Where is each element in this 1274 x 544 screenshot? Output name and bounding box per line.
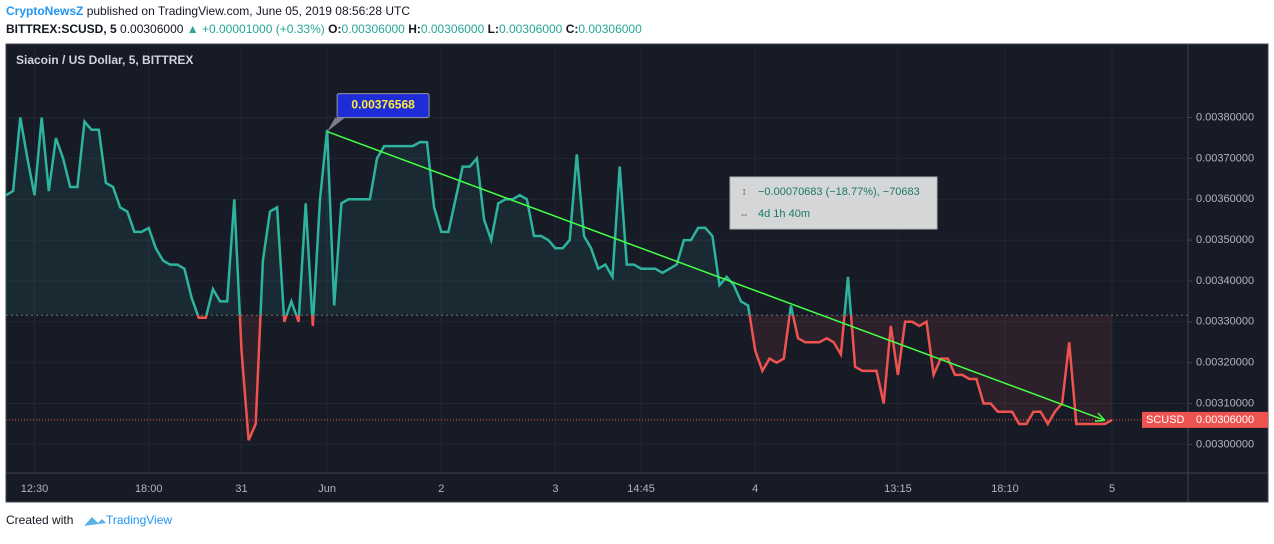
l-label: L:	[488, 22, 499, 36]
symbol: BITTREX:SCUSD, 5	[6, 22, 117, 36]
x-tick-label: 18:00	[135, 483, 163, 495]
last-price-box	[1142, 411, 1268, 428]
c-label: C:	[566, 22, 579, 36]
h-label: H:	[408, 22, 421, 36]
x-tick-label: Jun	[318, 483, 336, 495]
area-down	[197, 315, 1112, 441]
y-tick-label: 0.00370000	[1196, 152, 1254, 164]
y-tick-label: 0.00340000	[1196, 275, 1254, 287]
y-tick-label: 0.00350000	[1196, 234, 1254, 246]
callout-box	[336, 93, 430, 119]
y-tick-label: 0.00300000	[1196, 438, 1254, 450]
c-value: 0.00306000	[578, 22, 642, 36]
x-tick-label: 18:10	[991, 483, 1019, 495]
header-line-2: BITTREX:SCUSD, 5 0.00306000 ▲ +0.0000100…	[6, 22, 642, 36]
footer-brand: TradingView	[106, 513, 172, 527]
last-price-label: 0.00306000	[1196, 414, 1254, 426]
last: 0.00306000	[120, 22, 184, 36]
header-line-1: CryptoNewsZ published on TradingView.com…	[6, 4, 410, 18]
callout-pointer	[327, 117, 346, 132]
y-tick-label: 0.00320000	[1196, 357, 1254, 369]
o-value: 0.00306000	[341, 22, 405, 36]
line-up	[6, 117, 853, 316]
x-tick-label: 13:15	[884, 483, 912, 495]
y-tick-label: 0.00330000	[1196, 316, 1254, 328]
last-price-symbol: SCUSD	[1146, 414, 1185, 426]
tv-logo	[84, 517, 106, 526]
line-down	[196, 315, 1113, 441]
x-tick-label: 31	[235, 483, 247, 495]
x-tick-label: 3	[552, 483, 558, 495]
trend-arrow	[1094, 412, 1106, 423]
callout-label: 0.00376568	[351, 98, 415, 112]
measure-change: −0.00070683 (−18.77%), −70683	[758, 186, 920, 198]
y-tick-label: 0.00360000	[1196, 193, 1254, 205]
author: CryptoNewsZ	[6, 4, 83, 18]
x-tick-label: 5	[1109, 483, 1115, 495]
y-tick-label: 0.00380000	[1196, 111, 1254, 123]
x-tick-label: 12:30	[21, 483, 49, 495]
area-up	[6, 117, 1112, 316]
measure-box	[729, 176, 938, 230]
measure-icon: ↕	[742, 187, 747, 198]
chart-title: Siacoin / US Dollar, 5, BITTREX	[16, 53, 193, 67]
y-tick-label: 0.00310000	[1196, 397, 1254, 409]
published: published on TradingView.com, June 05, 2…	[87, 4, 411, 18]
change: ▲ +0.00001000 (+0.33%)	[187, 22, 325, 36]
chart-panel	[5, 43, 1269, 503]
l-value: 0.00306000	[499, 22, 563, 36]
x-tick-label: 2	[438, 483, 444, 495]
o-label: O:	[328, 22, 341, 36]
measure-duration: 4d 1h 40m	[758, 208, 810, 220]
h-value: 0.00306000	[421, 22, 485, 36]
measure-icon: ↔	[740, 208, 749, 218]
footer-text: Created with	[6, 513, 73, 527]
x-tick-label: 14:45	[627, 483, 655, 495]
trend-line	[326, 130, 1106, 422]
x-tick-label: 4	[752, 483, 758, 495]
